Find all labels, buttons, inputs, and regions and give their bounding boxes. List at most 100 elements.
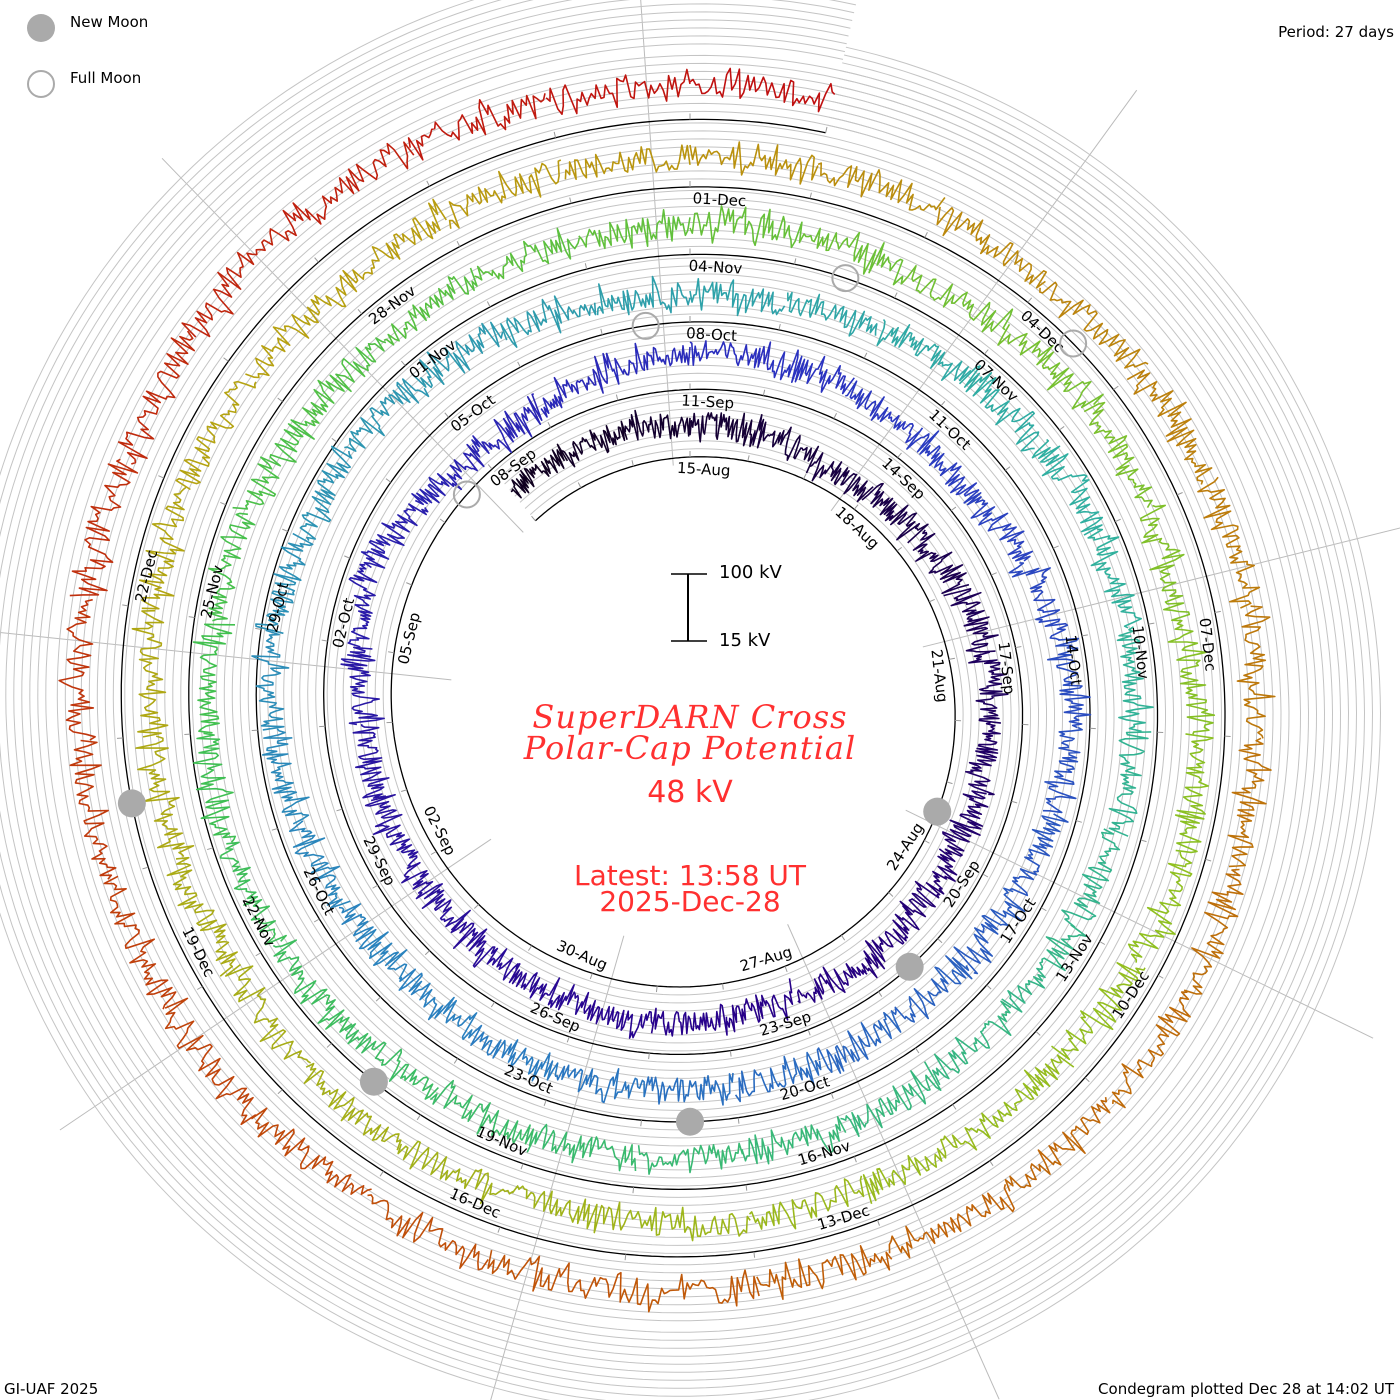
data-trace-day <box>398 968 478 1041</box>
day-tick <box>833 413 837 419</box>
period-label: Period: 27 days <box>1278 23 1394 41</box>
full-moon-legend-label: Full Moon <box>70 69 142 87</box>
date-label: 26-Sep <box>527 999 583 1036</box>
day-tick <box>928 598 935 603</box>
day-tick <box>1004 466 1011 471</box>
day-tick <box>1148 622 1155 625</box>
day-tick <box>566 1036 570 1043</box>
data-trace-day <box>605 342 691 385</box>
data-trace-day <box>554 1064 645 1104</box>
data-trace-day <box>734 1051 822 1103</box>
data-trace-day <box>726 978 794 1033</box>
data-trace-day <box>166 856 238 977</box>
data-trace-day <box>1108 731 1152 837</box>
data-trace-day <box>997 323 1104 410</box>
full-moon-marker <box>1059 329 1088 358</box>
credit-label: GI-UAF 2025 <box>4 1380 99 1398</box>
data-trace-day <box>289 820 351 909</box>
day-tick <box>453 1058 458 1064</box>
data-trace-day <box>787 291 878 337</box>
day-tick <box>547 421 552 428</box>
data-trace-day <box>888 1184 1015 1259</box>
level-grid-spiral <box>80 78 1266 1298</box>
day-tick <box>1081 634 1088 637</box>
day-tick <box>321 639 328 642</box>
latest-date: 2025-Dec-28 <box>599 885 781 918</box>
day-tick <box>784 966 788 973</box>
data-trace-day <box>339 198 447 296</box>
day-tick <box>271 827 278 831</box>
data-trace-day <box>383 267 478 346</box>
data-trace-day <box>299 445 353 542</box>
date-label: 14-Oct <box>1062 634 1086 687</box>
data-trace-day <box>1042 726 1083 814</box>
data-trace-day <box>397 1140 514 1205</box>
data-trace-day <box>225 963 311 1064</box>
data-trace-day <box>643 1072 734 1106</box>
data-trace-day <box>741 1116 847 1165</box>
data-trace-day <box>411 443 485 506</box>
day-tick <box>1059 426 1065 431</box>
data-trace-day <box>965 721 1001 796</box>
day-tick <box>876 1219 880 1226</box>
day-tick <box>745 1184 748 1191</box>
radial-grid-line <box>161 157 524 533</box>
data-trace-day <box>1183 868 1244 995</box>
day-tick <box>142 866 149 870</box>
data-trace-day <box>1087 528 1142 629</box>
day-tick <box>982 873 989 878</box>
data-trace-day <box>450 917 519 981</box>
data-trace-day <box>1009 813 1069 897</box>
date-label: 29-Oct <box>263 580 292 634</box>
day-tick <box>531 515 536 522</box>
radial-grid-line <box>905 809 1374 1039</box>
date-label: 20-Oct <box>778 1072 832 1104</box>
day-tick <box>1205 858 1212 862</box>
day-tick <box>486 301 491 308</box>
full-moon-legend-icon <box>27 70 55 98</box>
outer-grid-spiral <box>0 0 1358 1389</box>
day-tick <box>569 197 572 204</box>
data-trace-day <box>624 409 691 441</box>
data-trace-day <box>845 380 920 444</box>
data-trace-day <box>164 997 257 1126</box>
data-trace-day <box>1174 733 1214 854</box>
radial-grid-line <box>830 89 1138 512</box>
data-trace-day <box>407 93 546 161</box>
day-tick <box>385 478 392 483</box>
day-tick <box>948 657 956 660</box>
day-tick <box>924 839 930 844</box>
day-tick <box>888 891 894 897</box>
day-tick <box>553 131 557 138</box>
data-trace-day <box>1001 924 1087 1013</box>
data-trace-day <box>282 141 415 237</box>
day-tick <box>282 528 289 532</box>
data-trace-day <box>1197 476 1261 609</box>
date-label: 30-Aug <box>554 936 610 974</box>
data-trace-day <box>117 330 195 465</box>
data-trace-day <box>1039 281 1149 369</box>
data-trace-day <box>175 380 257 491</box>
level-grid-spiral <box>64 62 1282 1314</box>
date-label: 10-Nov <box>1129 625 1153 681</box>
data-trace-day <box>958 365 1040 452</box>
data-trace-day <box>1008 562 1069 641</box>
current-value: 48 kV <box>647 775 733 810</box>
data-trace-day <box>352 724 390 799</box>
data-trace-day <box>1111 991 1191 1109</box>
day-tick <box>424 950 430 956</box>
data-trace-day <box>797 963 868 1004</box>
data-trace-day <box>1140 504 1191 621</box>
date-label: 08-Oct <box>686 324 738 345</box>
day-tick <box>1052 545 1059 549</box>
chart-title-line2: Polar-Cap Potential <box>523 729 857 767</box>
data-trace-day <box>689 278 786 317</box>
data-trace-day <box>251 629 290 731</box>
data-trace-day <box>540 352 610 418</box>
data-trace-day <box>890 955 973 1023</box>
data-trace-day <box>139 486 187 610</box>
day-tick <box>778 323 781 331</box>
